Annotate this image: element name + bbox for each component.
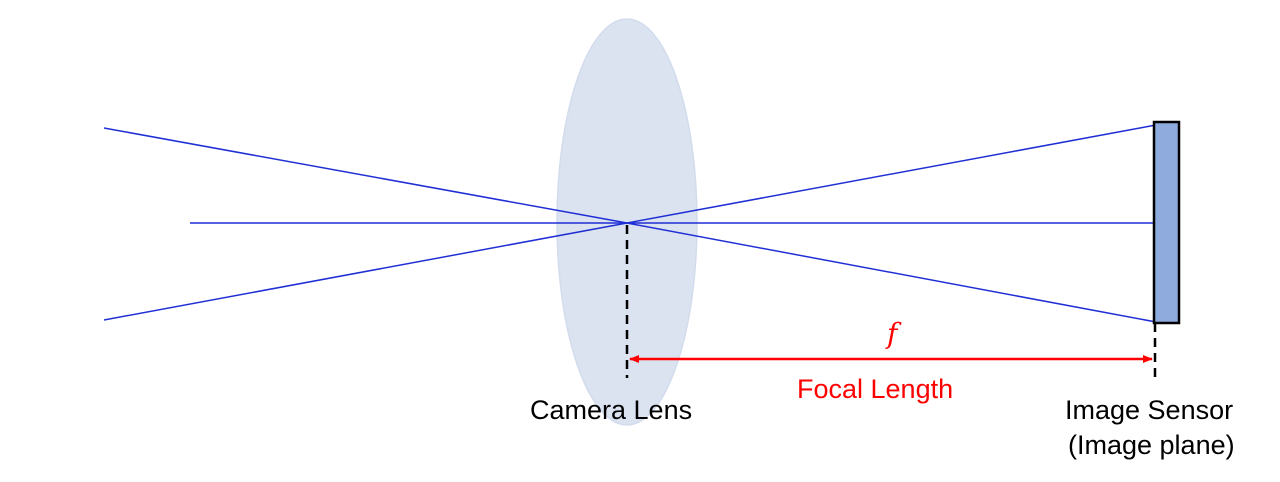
image-sensor-label: Image Sensor (1065, 395, 1234, 425)
camera-lens (556, 18, 698, 426)
focal-symbol-label: f (887, 317, 898, 350)
image-plane-label: (Image plane) (1068, 430, 1235, 460)
image-sensor (1152, 120, 1181, 325)
ray-top-incoming (103, 127, 628, 224)
ray-bottom-incoming (103, 222, 628, 321)
ray-top-outgoing (626, 124, 1157, 224)
camera-lens-label: Camera Lens (530, 395, 693, 425)
ray-bottom-outgoing (626, 222, 1157, 323)
focal-length-label: Focal Length (797, 374, 954, 404)
